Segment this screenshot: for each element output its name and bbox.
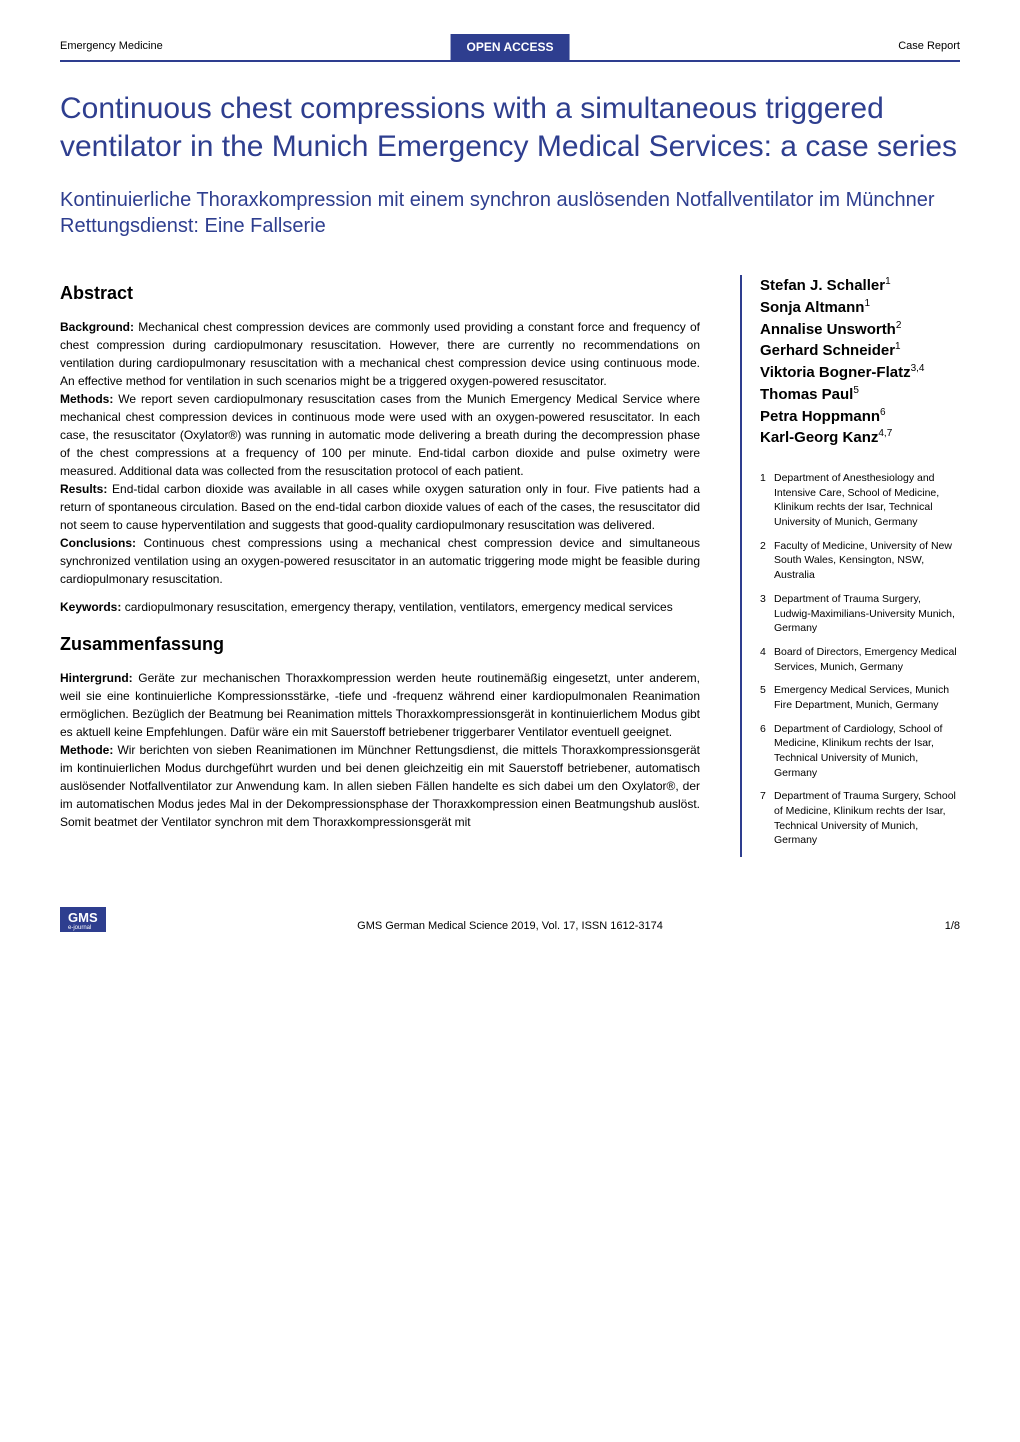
- affiliation-num: 7: [760, 789, 774, 848]
- author-item: Sonja Altmann1: [760, 297, 960, 319]
- author-item: Petra Hoppmann6: [760, 406, 960, 428]
- author-sup: 1: [864, 298, 870, 309]
- affiliation-text: Board of Directors, Emergency Medical Se…: [774, 645, 960, 674]
- footer: GMS e-journal GMS German Medical Science…: [60, 907, 960, 932]
- keywords-label: Keywords:: [60, 600, 121, 614]
- affiliation-num: 3: [760, 592, 774, 636]
- footer-citation: GMS German Medical Science 2019, Vol. 17…: [357, 920, 663, 932]
- author-sup: 2: [896, 320, 902, 331]
- background-text: Mechanical chest compression devices are…: [60, 320, 700, 388]
- conclusions-label: Conclusions:: [60, 536, 136, 550]
- author-name-text: Viktoria Bogner-Flatz: [760, 364, 911, 381]
- author-name-text: Stefan J. Schaller: [760, 277, 885, 294]
- affiliation-list: 1Department of Anesthesiology and Intens…: [760, 471, 960, 848]
- author-sup: 4,7: [878, 428, 892, 439]
- abstract-conclusions: Conclusions: Continuous chest compressio…: [60, 534, 700, 588]
- author-item: Stefan J. Schaller1: [760, 275, 960, 297]
- affiliation-item: 7Department of Trauma Surgery, School of…: [760, 789, 960, 848]
- keywords-text: cardiopulmonary resuscitation, emergency…: [121, 600, 672, 614]
- affiliation-text: Department of Trauma Surgery, School of …: [774, 789, 960, 848]
- author-list: Stefan J. Schaller1 Sonja Altmann1 Annal…: [760, 275, 960, 449]
- open-access-badge: OPEN ACCESS: [451, 34, 570, 60]
- author-item: Karl-Georg Kanz4,7: [760, 427, 960, 449]
- logo-main-text: GMS: [68, 910, 98, 925]
- affiliation-item: 6Department of Cardiology, School of Med…: [760, 722, 960, 781]
- affiliation-item: 3Department of Trauma Surgery, Ludwig-Ma…: [760, 592, 960, 636]
- main-column: Abstract Background: Mechanical chest co…: [60, 275, 700, 857]
- author-sup: 3,4: [911, 363, 925, 374]
- background-label: Background:: [60, 320, 134, 334]
- affiliation-item: 1Department of Anesthesiology and Intens…: [760, 471, 960, 530]
- zf-methode: Methode: Wir berichten von sieben Reanim…: [60, 741, 700, 831]
- methods-text: We report seven cardiopulmonary resuscit…: [60, 392, 700, 478]
- author-sup: 5: [853, 385, 859, 396]
- affiliation-num: 6: [760, 722, 774, 781]
- journal-name: Emergency Medicine: [60, 40, 163, 52]
- author-sup: 1: [895, 341, 901, 352]
- abstract-methods: Methods: We report seven cardiopulmonary…: [60, 390, 700, 480]
- affiliation-num: 1: [760, 471, 774, 530]
- article-type: Case Report: [898, 40, 960, 52]
- abstract-background: Background: Mechanical chest compression…: [60, 318, 700, 390]
- hintergrund-label: Hintergrund:: [60, 671, 133, 685]
- author-item: Thomas Paul5: [760, 384, 960, 406]
- zusammenfassung-heading: Zusammenfassung: [60, 634, 700, 655]
- methode-label: Methode:: [60, 743, 113, 757]
- methode-text: Wir berichten von sieben Reanimationen i…: [60, 743, 700, 829]
- affiliation-item: 4Board of Directors, Emergency Medical S…: [760, 645, 960, 674]
- results-label: Results:: [60, 482, 107, 496]
- affiliation-text: Faculty of Medicine, University of New S…: [774, 539, 960, 583]
- affiliation-num: 5: [760, 683, 774, 712]
- results-text: End-tidal carbon dioxide was available i…: [60, 482, 700, 532]
- author-name-text: Petra Hoppmann: [760, 408, 880, 425]
- affiliation-item: 5Emergency Medical Services, Munich Fire…: [760, 683, 960, 712]
- author-sup: 1: [885, 276, 891, 287]
- conclusions-text: Continuous chest compressions using a me…: [60, 536, 700, 586]
- footer-page: 1/8: [945, 920, 960, 932]
- affiliation-num: 4: [760, 645, 774, 674]
- abstract-results: Results: End-tidal carbon dioxide was av…: [60, 480, 700, 534]
- affiliation-text: Department of Cardiology, School of Medi…: [774, 722, 960, 781]
- author-item: Viktoria Bogner-Flatz3,4: [760, 362, 960, 384]
- author-item: Gerhard Schneider1: [760, 340, 960, 362]
- author-sup: 6: [880, 407, 886, 418]
- gms-logo: GMS e-journal: [60, 907, 106, 932]
- hintergrund-text: Geräte zur mechanischen Thoraxkompressio…: [60, 671, 700, 739]
- logo-sub-text: e-journal: [68, 925, 98, 931]
- author-name-text: Gerhard Schneider: [760, 342, 895, 359]
- author-name-text: Annalise Unsworth: [760, 321, 896, 338]
- content-wrapper: Abstract Background: Mechanical chest co…: [60, 275, 960, 857]
- affiliation-text: Department of Anesthesiology and Intensi…: [774, 471, 960, 530]
- methods-label: Methods:: [60, 392, 113, 406]
- affiliation-text: Emergency Medical Services, Munich Fire …: [774, 683, 960, 712]
- abstract-heading: Abstract: [60, 283, 700, 304]
- author-name-text: Thomas Paul: [760, 386, 853, 403]
- affiliation-item: 2Faculty of Medicine, University of New …: [760, 539, 960, 583]
- article-title: Continuous chest compressions with a sim…: [60, 90, 960, 165]
- side-column: Stefan J. Schaller1 Sonja Altmann1 Annal…: [740, 275, 960, 857]
- zf-hintergrund: Hintergrund: Geräte zur mechanischen Tho…: [60, 669, 700, 741]
- article-subtitle: Kontinuierliche Thoraxkompression mit ei…: [60, 187, 960, 239]
- author-name-text: Karl-Georg Kanz: [760, 429, 878, 446]
- keywords-paragraph: Keywords: cardiopulmonary resuscitation,…: [60, 598, 700, 616]
- affiliation-num: 2: [760, 539, 774, 583]
- author-item: Annalise Unsworth2: [760, 319, 960, 341]
- affiliation-text: Department of Trauma Surgery, Ludwig-Max…: [774, 592, 960, 636]
- author-name-text: Sonja Altmann: [760, 299, 864, 316]
